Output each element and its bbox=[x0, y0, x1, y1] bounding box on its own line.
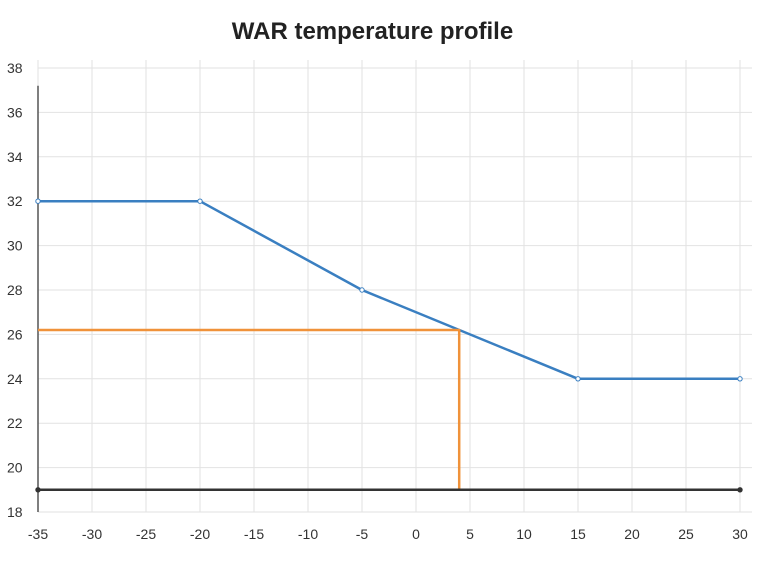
x-tick-label: -30 bbox=[82, 526, 102, 542]
y-tick-label: 30 bbox=[7, 238, 23, 254]
data-point bbox=[359, 287, 365, 293]
x-tick-label: -5 bbox=[356, 526, 369, 542]
y-tick-label: 28 bbox=[7, 282, 23, 298]
data-point bbox=[737, 487, 743, 493]
data-point bbox=[737, 376, 743, 382]
y-tick-label: 22 bbox=[7, 415, 23, 431]
chart-title: WAR temperature profile bbox=[231, 18, 514, 45]
x-tick-label: -35 bbox=[28, 526, 48, 542]
series bbox=[35, 198, 743, 493]
y-tick-label: 32 bbox=[7, 193, 23, 209]
y-tick-label: 36 bbox=[7, 104, 23, 120]
y-tick-label: 34 bbox=[7, 149, 23, 165]
data-point bbox=[575, 376, 581, 382]
y-tick-label: 26 bbox=[7, 326, 23, 342]
tick-labels: -35 -30 -25 -20 -15 -10 -5 0 5 10 15 20 25 30 18 20 22 24… bbox=[7, 60, 748, 542]
x-tick-label: -10 bbox=[298, 526, 318, 542]
x-tick-label: 10 bbox=[516, 526, 532, 542]
data-point bbox=[197, 198, 203, 204]
data-point bbox=[35, 198, 41, 204]
y-tick-label: 20 bbox=[7, 460, 23, 476]
x-tick-label: -20 bbox=[190, 526, 210, 542]
y-tick-label: 18 bbox=[7, 504, 23, 520]
x-tick-label: 20 bbox=[624, 526, 640, 542]
x-tick-label: 30 bbox=[732, 526, 748, 542]
data-point bbox=[35, 487, 41, 493]
grid-lines bbox=[37, 60, 752, 513]
y-tick-label: 24 bbox=[7, 371, 23, 387]
x-tick-label: 0 bbox=[412, 526, 420, 542]
y-tick-label: 38 bbox=[7, 60, 23, 76]
x-tick-label: 25 bbox=[678, 526, 694, 542]
x-tick-label: -25 bbox=[136, 526, 156, 542]
x-tick-label: -15 bbox=[244, 526, 264, 542]
series-line-current-setpoint-marker bbox=[38, 328, 461, 490]
x-tick-label: 15 bbox=[570, 526, 586, 542]
x-tick-label: 5 bbox=[466, 526, 474, 542]
